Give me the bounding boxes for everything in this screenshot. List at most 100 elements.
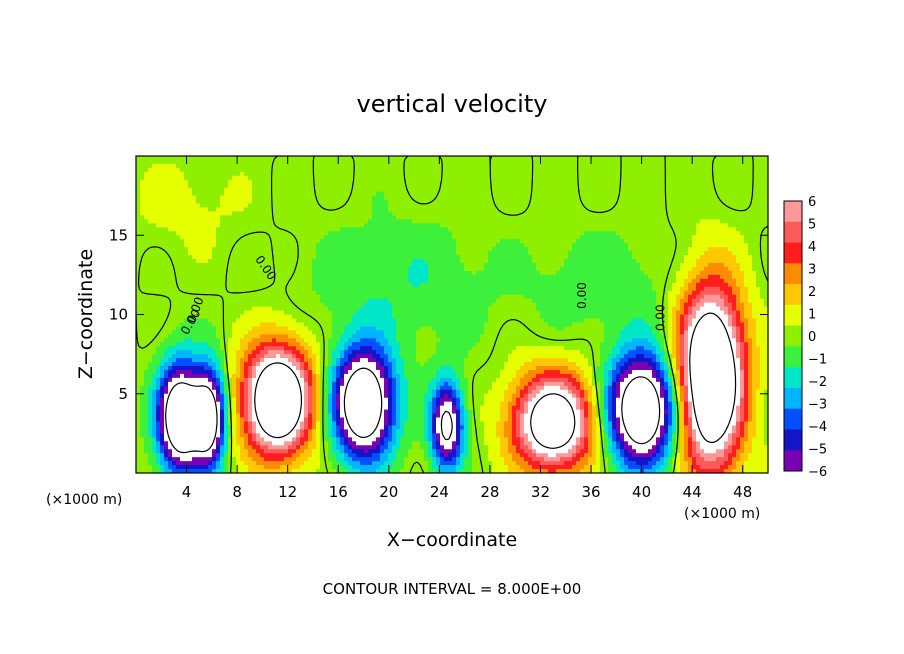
heat-cell	[212, 358, 217, 363]
heat-cell	[220, 199, 225, 204]
heat-cell	[344, 231, 349, 236]
heat-cell	[356, 298, 361, 304]
heat-cell	[368, 163, 373, 169]
heat-cell	[368, 247, 373, 252]
heat-cell	[320, 294, 325, 300]
heat-cell	[304, 227, 309, 232]
heat-cell	[284, 235, 289, 240]
heat-cell	[220, 373, 225, 379]
heat-cell	[144, 159, 149, 165]
heat-cell	[192, 247, 197, 252]
heat-cell	[288, 156, 293, 161]
heat-cell	[172, 393, 177, 399]
heat-cell	[348, 156, 353, 161]
heat-cell	[252, 381, 257, 387]
heat-cell	[380, 417, 385, 422]
heat-cell	[312, 251, 317, 256]
heat-cell	[232, 282, 237, 288]
heat-cell	[332, 211, 337, 216]
heat-cell	[176, 223, 181, 228]
heat-cell	[212, 334, 217, 339]
heat-cell	[320, 310, 325, 315]
heat-cell	[316, 270, 321, 276]
heat-cell	[336, 409, 341, 414]
heat-cell	[340, 199, 345, 204]
heat-cell	[164, 366, 169, 371]
heat-cell	[164, 163, 169, 169]
heat-cell	[172, 227, 177, 232]
heat-cell	[136, 469, 141, 474]
heat-cell	[368, 381, 373, 387]
heat-cell	[236, 449, 241, 454]
heat-cell	[136, 362, 141, 367]
heat-cell	[148, 457, 153, 462]
heat-cell	[292, 215, 297, 220]
heat-cell	[232, 255, 237, 260]
heat-cell	[248, 187, 253, 193]
heat-cell	[196, 322, 201, 327]
heat-cell	[192, 421, 197, 426]
heat-cell	[264, 223, 269, 228]
heat-cell	[144, 215, 149, 220]
heat-cell	[300, 187, 305, 193]
heat-cell	[244, 342, 249, 347]
heat-cell	[312, 449, 317, 454]
heat-cell	[240, 338, 245, 343]
heat-cell	[236, 167, 241, 173]
heat-cell	[152, 338, 157, 343]
heat-cell	[312, 215, 317, 220]
heat-cell	[248, 191, 253, 197]
heat-cell	[288, 175, 293, 181]
heat-cell	[244, 338, 249, 343]
heat-cell	[328, 358, 333, 363]
heat-cell	[160, 409, 165, 414]
heat-cell	[292, 255, 297, 260]
heat-cell	[264, 156, 269, 161]
heat-cell	[148, 461, 153, 466]
heat-cell	[220, 342, 225, 347]
heat-cell	[200, 358, 205, 363]
heat-cell	[240, 342, 245, 347]
heat-cell	[172, 425, 177, 430]
heat-cell	[140, 405, 145, 410]
heat-cell	[380, 330, 385, 335]
heat-cell	[336, 247, 341, 252]
heat-cell	[284, 441, 289, 446]
heat-cell	[276, 369, 281, 375]
heat-cell	[148, 393, 153, 399]
heat-cell	[292, 326, 297, 331]
heat-cell	[372, 326, 377, 331]
heat-cell	[316, 465, 321, 470]
heat-cell	[172, 282, 177, 288]
heat-cell	[252, 322, 257, 327]
heat-cell	[300, 449, 305, 454]
heat-cell	[364, 362, 369, 367]
heat-cell	[136, 405, 141, 410]
heat-cell	[364, 227, 369, 232]
heat-cell	[320, 461, 325, 466]
heat-cell	[320, 167, 325, 173]
heat-cell	[292, 445, 297, 450]
heat-cell	[236, 358, 241, 363]
heat-cell	[208, 278, 213, 284]
heat-cell	[228, 326, 233, 331]
heat-cell	[144, 191, 149, 197]
heat-cell	[252, 231, 257, 236]
heat-cell	[240, 362, 245, 367]
heat-cell	[380, 207, 385, 212]
heat-cell	[372, 350, 377, 355]
heat-cell	[212, 346, 217, 351]
heat-cell	[276, 465, 281, 470]
heat-cell	[344, 318, 349, 323]
heat-cell	[204, 453, 209, 458]
heat-cell	[192, 235, 197, 240]
heat-cell	[324, 183, 329, 189]
heat-cell	[268, 266, 273, 272]
heat-cell	[172, 187, 177, 193]
heat-cell	[328, 215, 333, 220]
heat-cell	[376, 354, 381, 359]
heat-cell	[180, 397, 185, 403]
heat-cell	[332, 457, 337, 462]
heat-cell	[240, 377, 245, 383]
heat-cell	[376, 385, 381, 391]
